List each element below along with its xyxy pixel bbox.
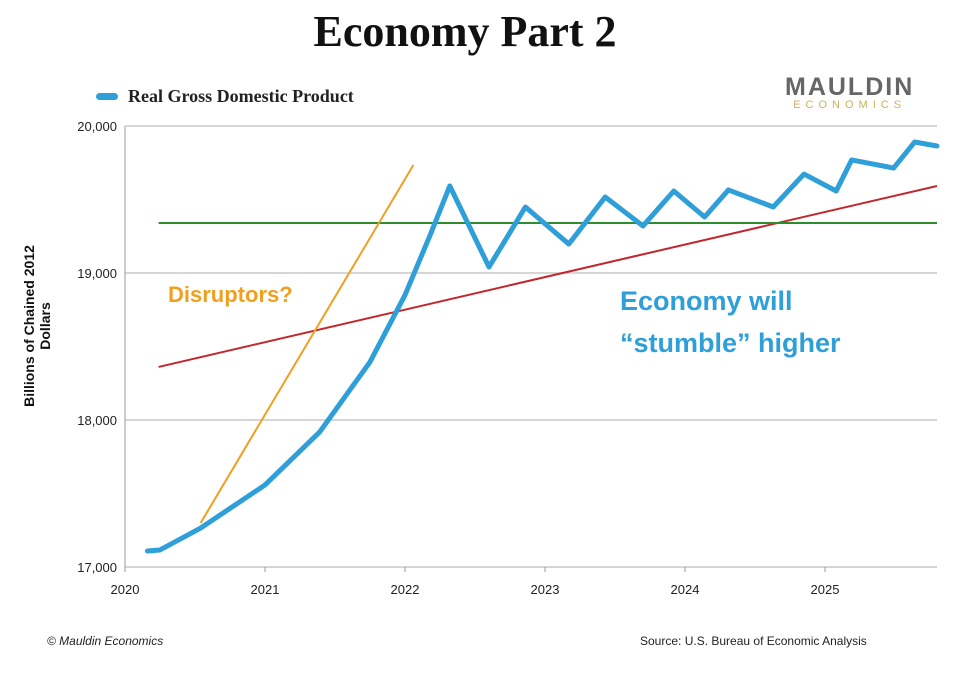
logo-line2: ECONOMICS — [793, 99, 907, 111]
y-tick-label: 20,000 — [77, 119, 117, 134]
series-line — [144, 139, 940, 554]
y-tick-label: 17,000 — [77, 560, 117, 575]
x-tick-label: 2024 — [671, 582, 700, 597]
x-tick-label: 2023 — [531, 582, 560, 597]
reference-line — [199, 164, 415, 524]
x-tick-label: 2021 — [251, 582, 280, 597]
y-tick-label: 19,000 — [77, 266, 117, 281]
source: Source: U.S. Bureau of Economic Analysis — [640, 634, 867, 648]
annotation-economy-line2: “stumble” higher — [620, 328, 841, 358]
annotation-economy-line1: Economy will — [620, 286, 793, 316]
legend-swatch — [96, 93, 118, 100]
reference-line — [158, 185, 938, 368]
x-tick-label: 2025 — [811, 582, 840, 597]
x-tick-label: 2020 — [111, 582, 140, 597]
mauldin-logo: MAULDIN ECONOMICS — [785, 73, 914, 111]
y-tick-label: 18,000 — [77, 413, 117, 428]
x-tick-label: 2022 — [391, 582, 420, 597]
legend: Real Gross Domestic Product — [96, 86, 354, 107]
chart-title: Economy Part 2 — [313, 7, 617, 56]
legend-label: Real Gross Domestic Product — [128, 86, 354, 106]
logo-line1: MAULDIN — [785, 73, 915, 101]
annotation-disruptors: Disruptors? — [168, 282, 293, 307]
copyright: © Mauldin Economics — [47, 634, 164, 648]
